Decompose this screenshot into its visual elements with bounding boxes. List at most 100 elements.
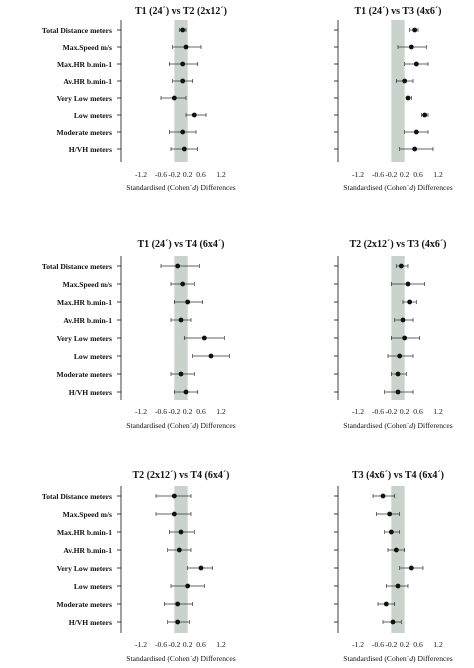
- x-tick-label: -0.6: [155, 170, 167, 179]
- x-tick-label: 0.6: [413, 170, 423, 179]
- estimate-point: [408, 565, 414, 571]
- category-label: Max.Speed m/s: [63, 43, 112, 52]
- x-tick-label: 0.6: [196, 640, 206, 649]
- x-tick-label: -0.2: [168, 170, 180, 179]
- forest-panel-3: T1 (24´) vs T4 (6x4´) Total Distance mete…: [42, 239, 236, 430]
- panel-title: T1 (24´) vs T3 (4x6´): [354, 6, 441, 17]
- x-tick-label: -1.2: [352, 407, 364, 416]
- category-label: Low meters: [74, 582, 112, 591]
- panel-title: T1 (24´) vs T4 (6x4´): [137, 239, 224, 250]
- category-label: Low meters: [74, 111, 112, 120]
- estimate-point: [185, 299, 191, 305]
- estimate-point: [395, 371, 401, 377]
- estimate-point: [390, 619, 396, 625]
- category-label: Very Low meters: [57, 334, 112, 343]
- estimate-point: [402, 335, 408, 341]
- x-tick-label: 1.2: [216, 170, 226, 179]
- trivial-band: [391, 256, 405, 400]
- trivial-band: [391, 20, 405, 162]
- estimate-point: [383, 601, 389, 607]
- category-label: H/VH meters: [69, 145, 112, 154]
- category-label: Total Distance meters: [42, 262, 112, 271]
- estimate-point: [413, 129, 419, 135]
- estimate-point: [380, 493, 386, 499]
- estimate-point: [402, 78, 408, 84]
- category-label: Low meters: [74, 352, 112, 361]
- estimate-point: [208, 353, 214, 359]
- x-tick-label: -1.2: [135, 640, 147, 649]
- category-label: Very Low meters: [57, 94, 112, 103]
- estimate-point: [178, 317, 184, 323]
- x-tick-label: -0.6: [155, 407, 167, 416]
- category-label: H/VH meters: [69, 618, 112, 627]
- trivial-band: [174, 256, 188, 400]
- panel-title: T3 (4x6´) vs T4 (6x4´): [352, 470, 444, 481]
- estimate-point: [408, 44, 414, 50]
- estimate-point: [397, 353, 403, 359]
- estimate-point: [413, 61, 419, 67]
- x-tick-label: -0.6: [372, 640, 384, 649]
- x-tick-label: 0.6: [196, 407, 206, 416]
- estimate-point: [180, 61, 186, 67]
- trivial-band: [174, 20, 188, 162]
- estimate-point: [395, 583, 401, 589]
- x-tick-label: -0.6: [372, 407, 384, 416]
- x-axis-label: Standardised (Cohen´d) Differences: [343, 421, 453, 430]
- estimate-point: [181, 146, 187, 152]
- forest-panel-1: T1 (24´) vs T2 (2x12´) Total Distance met…: [42, 6, 236, 192]
- estimate-point: [407, 299, 413, 305]
- x-tick-label: -0.2: [385, 640, 397, 649]
- estimate-point: [180, 281, 186, 287]
- estimate-point: [191, 112, 197, 118]
- estimate-point: [395, 389, 401, 395]
- x-tick-label: 0.2: [183, 407, 193, 416]
- estimate-point: [171, 493, 177, 499]
- panel-title: T2 (2x12´) vs T3 (4x6´): [349, 239, 446, 250]
- estimate-point: [405, 95, 411, 101]
- x-tick-label: -0.2: [385, 170, 397, 179]
- estimate-point: [171, 95, 177, 101]
- category-label: Max.HR b.min-1: [57, 528, 112, 537]
- category-label: Max.HR b.min-1: [57, 298, 112, 307]
- category-label: Total Distance meters: [42, 492, 112, 501]
- estimate-point: [198, 565, 204, 571]
- estimate-point: [180, 129, 186, 135]
- panel-title: T1 (24´) vs T2 (2x12´): [135, 6, 227, 17]
- estimate-point: [183, 389, 189, 395]
- estimate-point: [412, 27, 418, 33]
- trivial-band: [391, 486, 405, 633]
- estimate-point: [201, 335, 207, 341]
- category-label: Av.HR b.min-1: [63, 546, 112, 555]
- x-tick-label: 0.2: [400, 640, 410, 649]
- estimate-point: [175, 619, 181, 625]
- estimate-point: [178, 371, 184, 377]
- forest-panel-2: T1 (24´) vs T3 (4x6´) -1.2 -0.6 -0.2 0.2 0.6 1…: [334, 6, 453, 192]
- estimate-point: [387, 511, 393, 517]
- estimate-point: [171, 511, 177, 517]
- estimate-point: [176, 547, 182, 553]
- estimate-point: [400, 317, 406, 323]
- category-label: Max.Speed m/s: [63, 510, 112, 519]
- x-tick-label: -1.2: [352, 640, 364, 649]
- estimate-point: [405, 281, 411, 287]
- x-tick-label: -1.2: [135, 407, 147, 416]
- category-label: Moderate meters: [57, 370, 112, 379]
- forest-panel-5: T2 (2x12´) vs T4 (6x4´) Total Distance me…: [42, 470, 236, 663]
- panel-title: T2 (2x12´) vs T4 (6x4´): [132, 470, 229, 481]
- x-tick-label: 1.2: [216, 640, 226, 649]
- estimate-point: [393, 547, 399, 553]
- x-tick-label: -1.2: [135, 170, 147, 179]
- estimate-point: [185, 583, 191, 589]
- x-tick-label: 0.6: [413, 640, 423, 649]
- x-tick-label: 0.6: [196, 170, 206, 179]
- forest-panel-4: T2 (2x12´) vs T3 (4x6´) -1.2 -0.6 -0.2 0.2 0.…: [334, 239, 453, 430]
- category-label: Av.HR b.min-1: [63, 77, 112, 86]
- trivial-band: [174, 486, 188, 633]
- x-tick-label: -0.2: [385, 407, 397, 416]
- estimate-point: [412, 146, 418, 152]
- x-tick-label: -1.2: [352, 170, 364, 179]
- x-tick-label: -0.6: [372, 170, 384, 179]
- category-label: Total Distance meters: [42, 26, 112, 35]
- x-axis-label: Standardised (Cohen´d) Differences: [126, 183, 236, 192]
